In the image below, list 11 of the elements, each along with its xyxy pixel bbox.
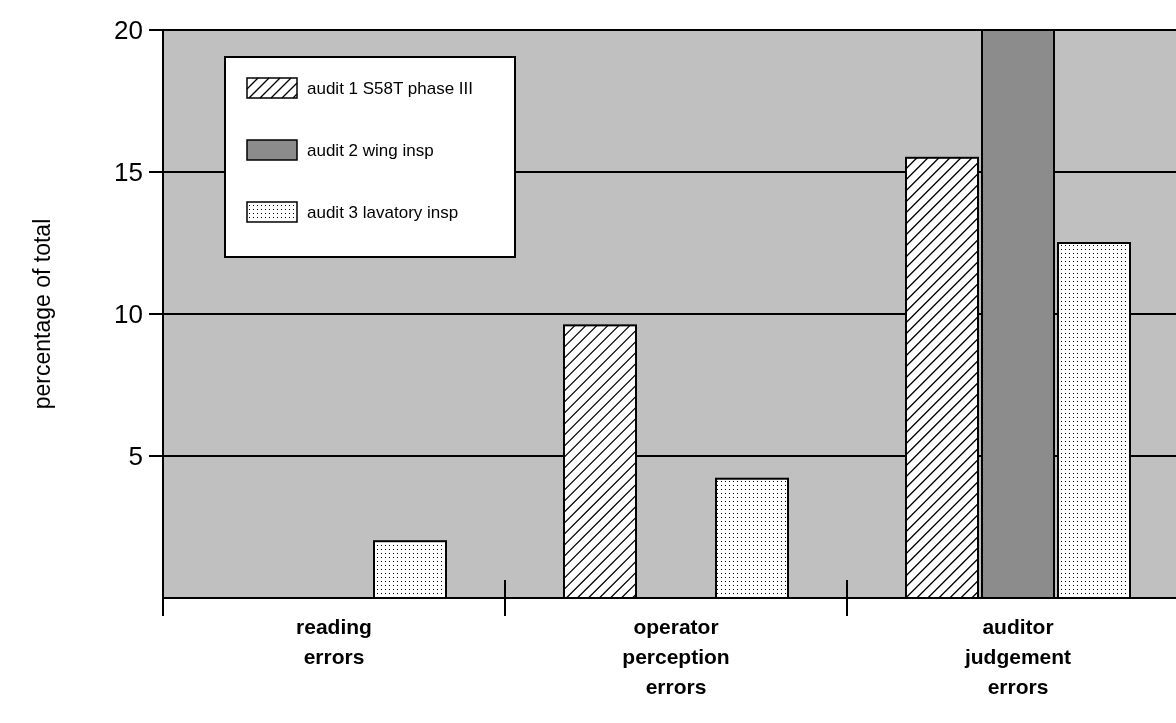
y-tick-label: 20 bbox=[114, 15, 143, 46]
y-tick-label: 5 bbox=[128, 441, 143, 472]
x-tick-label: reading errors bbox=[296, 615, 372, 668]
y-axis-title: percentage of total bbox=[29, 218, 55, 410]
y-tick-label: 10 bbox=[114, 299, 143, 330]
legend-label: audit 2 wing insp bbox=[307, 140, 434, 160]
legend-label: audit 1 S58T phase III bbox=[307, 78, 474, 98]
x-tick-label: operator perception errors bbox=[622, 615, 730, 698]
x-tick-label: auditor judgement errors bbox=[963, 615, 1072, 698]
legend-label: audit 3 lavatory insp bbox=[307, 202, 459, 222]
y-tick-label: 15 bbox=[114, 157, 143, 188]
